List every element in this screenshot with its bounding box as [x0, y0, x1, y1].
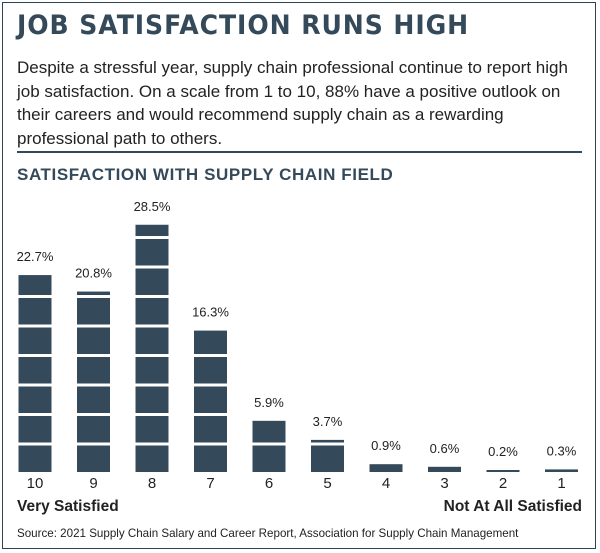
bar-segment: [18, 327, 52, 354]
divider-rule: [17, 151, 582, 153]
value-label: 3.7%: [313, 414, 343, 429]
bar-segment: [135, 445, 169, 472]
bar-segment: [135, 327, 169, 354]
bar-4: [369, 464, 403, 472]
bar-segment: [77, 445, 110, 472]
bar-9: [77, 291, 110, 472]
bar-segment: [135, 224, 169, 236]
bar-5: [311, 439, 344, 472]
bar-segment: [135, 357, 169, 384]
chart-title: SATISFACTION WITH SUPPLY CHAIN FIELD: [17, 165, 394, 184]
category-label: 3: [440, 475, 448, 492]
bar-segment: [135, 268, 169, 295]
bar-segment: [18, 298, 52, 325]
bar-8: [135, 224, 169, 472]
bar-segment: [252, 445, 286, 472]
bar-segment: [135, 298, 169, 325]
bar-segment: [77, 386, 110, 413]
bar-segment: [77, 327, 110, 354]
bar-segment: [18, 275, 52, 295]
bar-segment: [77, 357, 110, 384]
value-label: 0.9%: [371, 438, 401, 453]
bar-1: [545, 469, 578, 472]
value-label: 22.7%: [17, 249, 54, 264]
category-label: 5: [323, 475, 331, 492]
bar-segment: [18, 386, 52, 413]
value-label: 0.6%: [430, 441, 460, 456]
bar-segment: [194, 330, 227, 354]
bar-6: [252, 420, 286, 472]
bar-segment: [194, 386, 227, 413]
infographic-frame: [2, 2, 596, 549]
page-title: Job Satisfaction Runs High: [17, 10, 470, 41]
bar-segment: [369, 464, 403, 472]
category-label: 1: [557, 475, 565, 492]
bar-segment: [428, 466, 461, 472]
category-label: 7: [206, 475, 214, 492]
category-label: 9: [89, 475, 97, 492]
category-label: 2: [499, 475, 507, 492]
bar-segment: [311, 445, 344, 472]
bar-segment: [135, 416, 169, 443]
value-label: 16.3%: [192, 305, 229, 320]
value-label: 28.5%: [134, 199, 171, 214]
bar-segment: [77, 291, 110, 295]
value-label: 0.2%: [488, 444, 518, 459]
value-label: 0.3%: [547, 443, 577, 458]
bar-segment: [135, 386, 169, 413]
value-label: 5.9%: [254, 395, 284, 410]
source-note: Source: 2021 Supply Chain Salary and Car…: [17, 527, 519, 540]
scale-label-very-satisfied: Very Satisfied: [17, 498, 119, 515]
bar-segment: [194, 416, 227, 443]
bar-segment: [311, 439, 344, 443]
bar-segment: [18, 445, 52, 472]
bar-2: [486, 470, 520, 472]
bar-segment: [545, 469, 578, 472]
bar-segment: [77, 298, 110, 325]
bar-segment: [194, 357, 227, 384]
bar-segment: [77, 416, 110, 443]
bar-segment: [486, 470, 520, 472]
description-text: Despite a stressful year, supply chain p…: [17, 58, 568, 148]
scale-label-not-satisfied: Not At All Satisfied: [443, 498, 582, 515]
category-label: 6: [265, 475, 273, 492]
bar-segment: [252, 420, 286, 443]
bar-segment: [194, 445, 227, 472]
bar-segment: [18, 416, 52, 443]
bar-7: [194, 330, 227, 472]
category-label: 10: [27, 475, 44, 492]
bar-3: [428, 466, 461, 472]
bar-10: [18, 275, 52, 472]
bar-segment: [18, 357, 52, 384]
category-label: 4: [382, 475, 390, 492]
value-label: 20.8%: [75, 266, 112, 281]
category-label: 8: [148, 475, 156, 492]
bar-segment: [135, 239, 169, 266]
